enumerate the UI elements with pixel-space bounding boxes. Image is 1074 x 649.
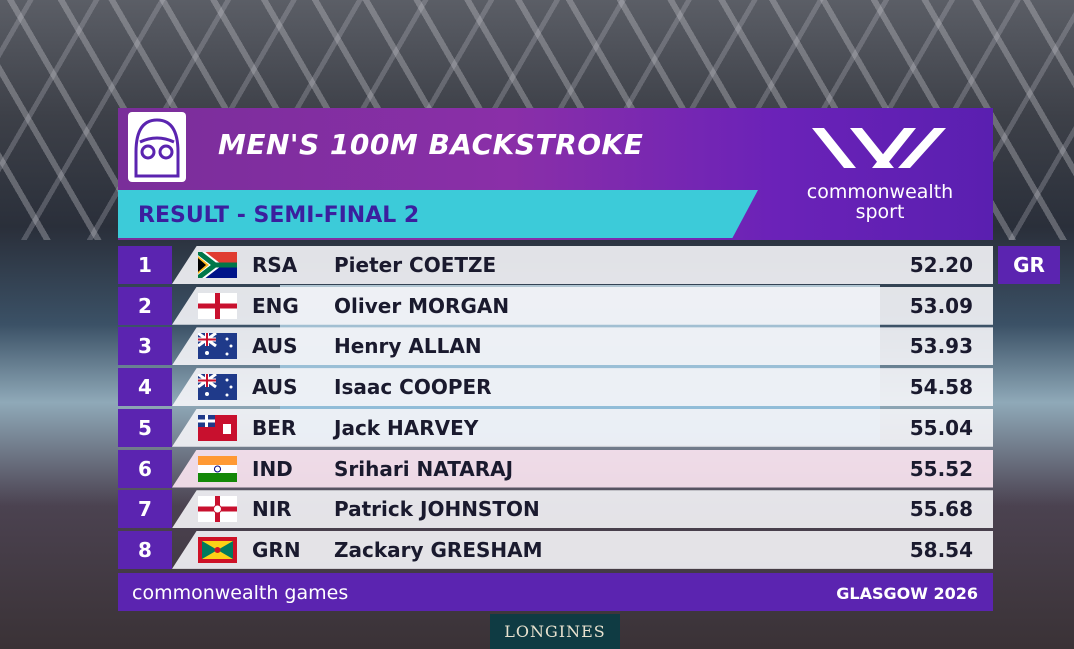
flag: [198, 455, 237, 486]
result-row: [172, 286, 993, 325]
logo-mark: [812, 128, 946, 168]
flag-image: [198, 536, 237, 563]
subtitle-band: [118, 190, 758, 238]
result-row: [172, 368, 993, 407]
event-title: MEN'S 100M BACKSTROKE: [218, 128, 644, 161]
athlete-name: Oliver MORGAN: [334, 293, 510, 318]
event-subtitle: RESULT - SEMI-FINAL 2: [138, 203, 420, 228]
rank: 3: [118, 327, 172, 366]
flag-image: [195, 248, 237, 282]
result-time: 53.09: [909, 293, 973, 318]
country-code: IND: [252, 456, 293, 481]
result-time: 52.20: [909, 253, 973, 277]
country-code: ENG: [252, 293, 299, 318]
athlete-name: Isaac COOPER: [334, 375, 492, 400]
country-code: BER: [252, 415, 297, 440]
rank: 2: [118, 286, 172, 325]
flag: [195, 248, 237, 282]
country-code: NIR: [252, 497, 292, 522]
flag-image: [198, 292, 237, 319]
brand-logo: commonwealth sport: [790, 120, 970, 222]
athlete-name: Zackary GRESHAM: [334, 537, 543, 562]
result-row: [172, 327, 993, 366]
rank: 5: [118, 408, 172, 447]
rank: 6: [118, 449, 172, 488]
result-time: 53.93: [909, 334, 973, 359]
swimmer-icon: [128, 112, 186, 182]
athlete-name: Srihari NATARAJ: [334, 456, 514, 481]
rank: 8: [118, 530, 172, 569]
sponsor: LONGINES: [490, 614, 620, 649]
result-time: 55.04: [909, 415, 973, 440]
country-code: AUS: [252, 334, 298, 359]
flag-image: [198, 496, 237, 523]
country-code: RSA: [252, 253, 298, 277]
flag: [198, 414, 237, 445]
athlete-name: Henry ALLAN: [334, 334, 482, 359]
rank: 1: [118, 246, 172, 284]
athlete-name: Jack HARVEY: [334, 415, 479, 440]
country-code: AUS: [252, 375, 298, 400]
flag-image: [198, 455, 237, 482]
rank: 7: [118, 490, 172, 529]
record-badge: GR: [998, 246, 1060, 284]
result-row: [172, 246, 993, 284]
flag: [198, 496, 237, 526]
flag: [197, 372, 237, 404]
flag-image: [197, 332, 237, 360]
flag-image: [197, 372, 237, 401]
result-time: 58.54: [909, 537, 973, 562]
result-time: 55.68: [909, 497, 973, 522]
brand-word: commonwealth: [806, 181, 954, 203]
result-time: 55.52: [909, 456, 973, 481]
footer-right: GLASGOW 2026: [836, 584, 978, 603]
flag: [197, 332, 237, 363]
result-row: [172, 408, 993, 447]
flag: [198, 292, 237, 323]
footer-band: [118, 573, 993, 611]
footer-left: commonwealth games: [132, 582, 349, 604]
result-row: [172, 449, 993, 488]
result-time: 54.58: [909, 375, 973, 400]
athlete-name: Patrick JOHNSTON: [334, 497, 540, 522]
result-row: [172, 490, 993, 529]
country-code: GRN: [252, 537, 301, 562]
athlete-name: Pieter COETZE: [334, 253, 497, 277]
brand-word: sport: [855, 201, 905, 223]
result-row: [172, 530, 993, 569]
rank: 4: [118, 368, 172, 407]
flag-image: [198, 414, 237, 441]
flag: [198, 536, 237, 567]
